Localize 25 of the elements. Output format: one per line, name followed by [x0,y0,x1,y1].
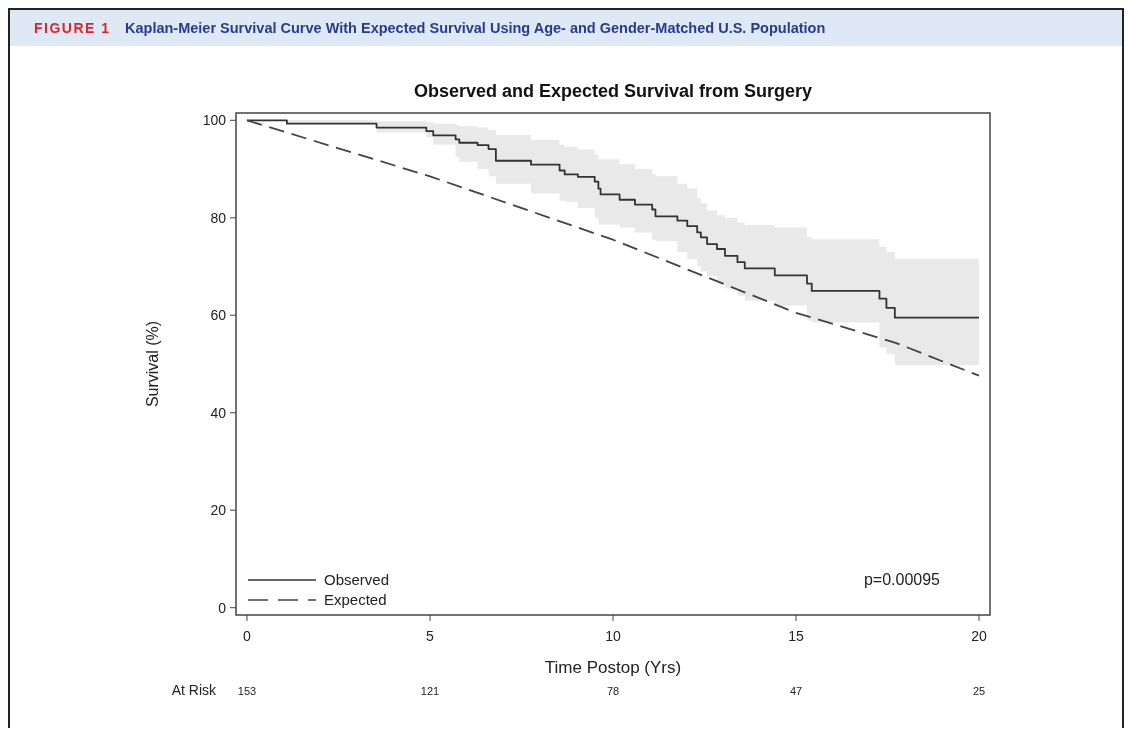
legend-label: Expected [324,591,387,608]
text: At Risk [171,682,217,698]
y-tick-label: 20 [210,502,227,519]
x-tick-label: 20 [971,628,988,644]
annotation: p=0.00095 [863,571,941,588]
x-tick-label: 15 [788,628,805,644]
y-tick-label: 40 [210,404,227,421]
y-tick-label: 0 [218,599,227,616]
x-tick-label: 0 [243,628,252,644]
caption: FIGURE 1 [34,20,111,36]
x-tick-label: 5 [426,628,435,644]
text: 153 [237,685,257,697]
legend-label: Observed [324,571,390,588]
x-axis-title: Time Postop (Yrs) [544,658,682,677]
y-tick-label: 60 [210,307,227,324]
text: 121 [420,685,440,697]
y-tick-label: 100 [202,112,227,129]
text: 25 [972,685,986,697]
x-tick-label: 10 [605,628,621,644]
y-axis-title: Survival (%) [144,320,161,408]
chart-title: Observed and Expected Survival from Surgery [413,81,813,101]
text: 47 [789,685,803,697]
text: Kaplan-Meier Survival Curve With Expected Survival Using Age- and Gender-Matched U.S. Population [125,20,826,36]
y-tick-label: 80 [210,209,227,226]
text: 78 [606,685,620,697]
